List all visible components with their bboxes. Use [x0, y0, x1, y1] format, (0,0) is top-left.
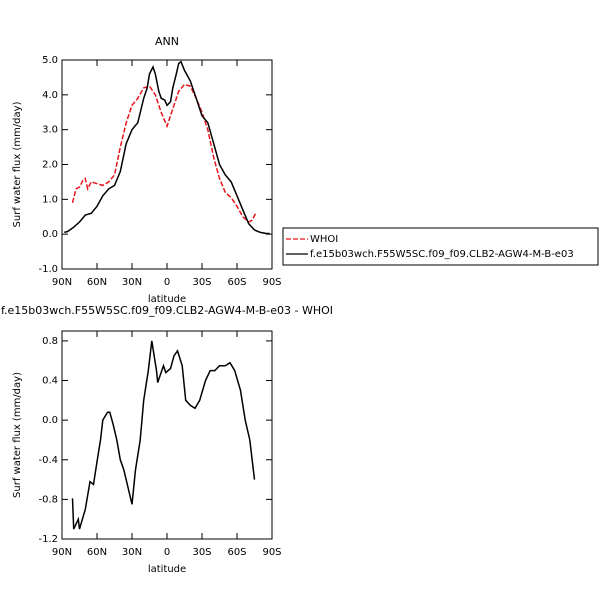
x-tick-label: 0 — [164, 277, 170, 288]
y-tick-label: 0.0 — [42, 415, 58, 426]
x-tick-label: 90N — [52, 277, 72, 288]
y-tick-label: -1.0 — [38, 264, 58, 275]
x-tick-label: 30S — [192, 277, 211, 288]
legend-box — [282, 227, 599, 266]
y-tick-label: 5.0 — [42, 55, 58, 66]
x-tick-label: 60S — [227, 547, 246, 558]
plot-frame — [61, 330, 273, 540]
y-tick-label: -0.8 — [38, 494, 58, 505]
y-tick-label: 2.0 — [42, 160, 58, 171]
y-tick-label: 0.8 — [42, 336, 58, 347]
x-tick-label: 90S — [262, 277, 281, 288]
y-tick-label: -1.2 — [38, 534, 58, 545]
x-tick-label: 30N — [122, 277, 142, 288]
y-tick-label: 0.0 — [42, 229, 58, 240]
x-tick-label: 90N — [52, 547, 72, 558]
legend-label: f.e15b03wch.F55W5SC.f09_f09.CLB2-AGW4-M-… — [310, 249, 574, 260]
series-line — [71, 340, 256, 530]
x-tick-label: 60N — [87, 277, 107, 288]
x-tick-label: 30N — [122, 547, 142, 558]
x-tick-label: 90S — [262, 547, 281, 558]
plot-frame — [61, 59, 273, 270]
y-tick-label: 1.0 — [42, 194, 58, 205]
series-line — [71, 83, 257, 223]
series-line — [64, 60, 270, 235]
x-tick-label: 60S — [227, 277, 246, 288]
x-tick-label: 30S — [192, 547, 211, 558]
y-tick-label: 4.0 — [42, 90, 58, 101]
y-axis-label: Surf water flux (mm/day) — [12, 101, 23, 227]
x-axis-label: latitude — [148, 564, 186, 575]
x-axis-label: latitude — [148, 294, 186, 305]
x-tick-label: 60N — [87, 547, 107, 558]
chart-title: ANN — [155, 35, 179, 48]
y-tick-label: 0.4 — [42, 376, 58, 387]
legend-label: WHOI — [310, 234, 338, 245]
x-tick-label: 0 — [164, 547, 170, 558]
y-tick-label: 3.0 — [42, 125, 58, 136]
chart-title: f.e15b03wch.F55W5SC.f09_f09.CLB2-AGW4-M-… — [1, 304, 333, 317]
y-axis-label: Surf water flux (mm/day) — [12, 372, 23, 498]
y-tick-label: -0.4 — [38, 455, 58, 466]
